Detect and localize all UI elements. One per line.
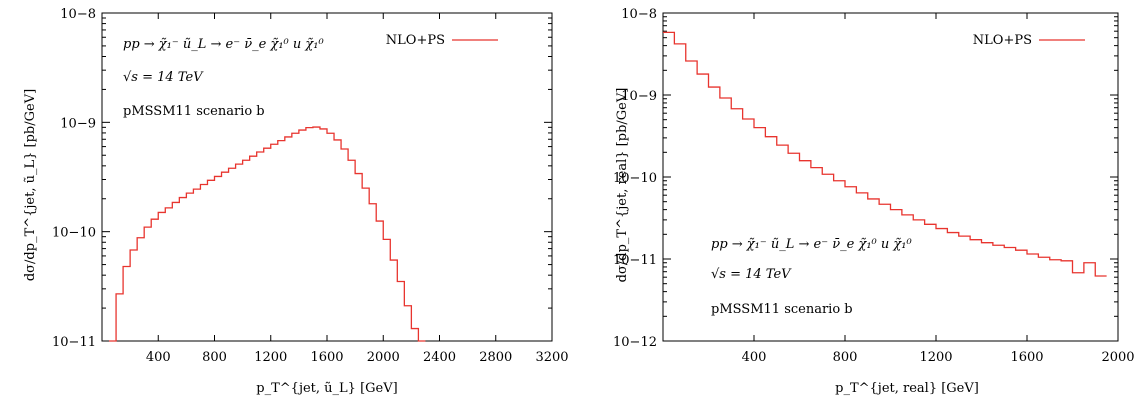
left-y-axis-label: dσ/dp_T^{jet, ũ_L} [pb/GeV] — [23, 89, 38, 281]
y-tick-label: 10−9 — [621, 89, 657, 104]
right-scenario-label: pMSSM11 scenario b — [711, 302, 853, 317]
x-tick-label: 400 — [742, 350, 767, 365]
left-process-label: pp → χ̃₁⁻ ũ_L → e⁻ ν̄_e χ̃₁⁰ u χ̃₁⁰ — [123, 37, 324, 52]
right-y-axis-label: dσ/dp_T^{jet, real} [pb/GeV] — [615, 88, 630, 283]
y-tick-label: 10−10 — [613, 171, 657, 186]
y-tick-label: 10−11 — [52, 335, 96, 350]
x-tick-label: 3200 — [535, 350, 568, 365]
left-series-line — [109, 126, 426, 342]
right-process-label: pp → χ̃₁⁻ ũ_L → e⁻ ν̄_e χ̃₁⁰ u χ̃₁⁰ — [711, 237, 912, 252]
x-tick-label: 2800 — [479, 350, 512, 365]
y-tick-label: 10−8 — [60, 7, 96, 22]
x-tick-label: 1600 — [310, 350, 343, 365]
left-plot-frame — [101, 12, 553, 342]
x-tick-label: 2000 — [1101, 350, 1134, 365]
y-tick-label: 10−12 — [613, 335, 657, 350]
y-tick-label: 10−8 — [621, 7, 657, 22]
left-energy-label: √s = 14 TeV — [123, 70, 204, 85]
left-scenario-label: pMSSM11 scenario b — [123, 104, 265, 119]
right-energy-label: √s = 14 TeV — [711, 267, 792, 282]
x-tick-label: 2400 — [423, 350, 456, 365]
x-tick-label: 800 — [833, 350, 858, 365]
left-plot: 400 800 1200 1600 2000 2400 2800 3200 10−11 10−1… — [23, 7, 569, 396]
right-series-line — [663, 31, 1107, 277]
right-legend-label: NLO+PS — [973, 33, 1032, 48]
y-tick-label: 10−11 — [613, 253, 657, 268]
y-tick-label: 10−9 — [60, 116, 96, 131]
x-tick-label: 400 — [146, 350, 171, 365]
x-tick-label: 1600 — [1010, 350, 1043, 365]
x-tick-label: 2000 — [367, 350, 400, 365]
x-tick-label: 1200 — [254, 350, 287, 365]
left-legend-label: NLO+PS — [386, 33, 445, 48]
right-plot: 400 800 1200 1600 2000 10−12 10−11 10−10 10−9 10… — [613, 7, 1135, 396]
right-plot-frame — [662, 12, 1119, 342]
left-x-axis-label: p_T^{jet, ũ_L} [GeV] — [256, 381, 397, 396]
right-x-axis-label: p_T^{jet, real} [GeV] — [835, 381, 979, 396]
x-tick-label: 1200 — [919, 350, 952, 365]
x-tick-label: 800 — [202, 350, 227, 365]
y-tick-label: 10−10 — [52, 226, 96, 241]
